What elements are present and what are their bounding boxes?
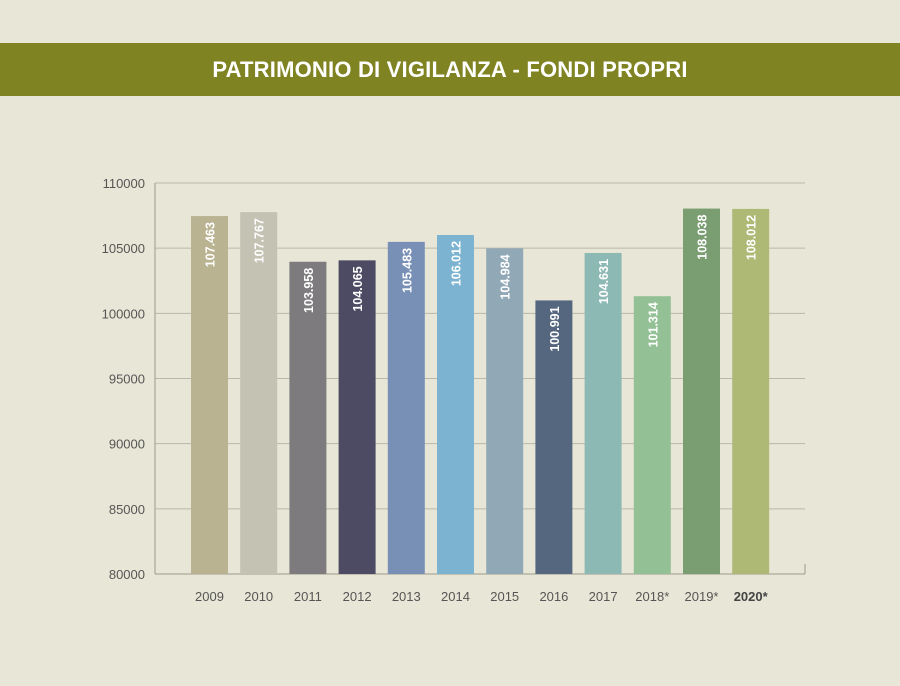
bar — [584, 252, 622, 575]
bar — [338, 260, 376, 574]
x-tick-label: 2009 — [195, 589, 224, 604]
bar-value-label: 107.463 — [204, 222, 218, 267]
bar — [633, 296, 671, 574]
x-tick-label: 2012 — [343, 589, 372, 604]
bar — [191, 216, 228, 575]
bar — [683, 208, 720, 574]
y-tick-label: 95000 — [109, 372, 145, 387]
bar — [240, 212, 278, 574]
bar — [486, 248, 524, 575]
bar-value-label: 104.984 — [499, 254, 513, 299]
y-tick-label: 110000 — [103, 176, 145, 191]
bar — [437, 234, 474, 574]
y-tick-label: 80000 — [109, 567, 145, 582]
chart-title: PATRIMONIO DI VIGILANZA - FONDI PROPRI — [212, 56, 688, 82]
bar-value-label: 105.483 — [400, 248, 414, 293]
bar-value-label: 101.314 — [646, 302, 660, 347]
x-tick-label: 2011 — [294, 589, 322, 604]
bar-value-label: 104.631 — [597, 259, 611, 304]
x-tick-label: 2019* — [685, 589, 719, 604]
bar-value-label: 104.065 — [351, 266, 365, 311]
bar — [535, 300, 573, 574]
x-tick-label: 2020* — [734, 589, 769, 604]
x-tick-label: 2018* — [635, 589, 669, 604]
title-band: PATRIMONIO DI VIGILANZA - FONDI PROPRI — [0, 43, 900, 96]
bar-value-label: 108.012 — [745, 215, 759, 260]
bar-value-label: 100.991 — [548, 306, 562, 351]
bar-value-label: 108.038 — [696, 215, 710, 260]
x-tick-label: 2015 — [490, 589, 519, 604]
bar — [732, 208, 770, 574]
x-tick-label: 2017 — [589, 589, 618, 604]
x-tick-label: 2016 — [539, 589, 568, 604]
bar-value-label: 103.958 — [302, 268, 316, 313]
x-tick-label: 2010 — [244, 589, 273, 604]
y-tick-label: 100000 — [102, 306, 145, 321]
bar — [289, 261, 327, 574]
x-tick-label: 2013 — [392, 589, 421, 604]
bar-value-label: 107.767 — [253, 218, 267, 263]
y-tick-label: 90000 — [109, 437, 145, 452]
bar-value-label: 106.012 — [450, 241, 464, 286]
bar — [387, 241, 425, 574]
x-tick-label: 2014 — [441, 589, 470, 604]
y-tick-label: 85000 — [109, 502, 145, 517]
y-tick-label: 105000 — [102, 241, 145, 256]
